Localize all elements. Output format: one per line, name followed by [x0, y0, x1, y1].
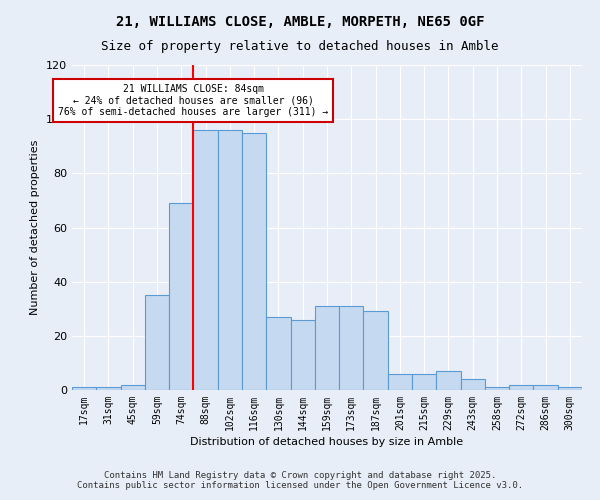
- Bar: [72, 388, 96, 390]
- Bar: [193, 130, 218, 390]
- X-axis label: Distribution of detached houses by size in Amble: Distribution of detached houses by size …: [190, 437, 464, 447]
- Bar: [121, 384, 145, 390]
- Bar: [339, 306, 364, 390]
- Bar: [485, 388, 509, 390]
- Text: 21 WILLIAMS CLOSE: 84sqm
← 24% of detached houses are smaller (96)
76% of semi-d: 21 WILLIAMS CLOSE: 84sqm ← 24% of detach…: [58, 84, 329, 117]
- Bar: [364, 312, 388, 390]
- Text: Contains HM Land Registry data © Crown copyright and database right 2025.
Contai: Contains HM Land Registry data © Crown c…: [77, 470, 523, 490]
- Text: 21, WILLIAMS CLOSE, AMBLE, MORPETH, NE65 0GF: 21, WILLIAMS CLOSE, AMBLE, MORPETH, NE65…: [116, 15, 484, 29]
- Y-axis label: Number of detached properties: Number of detached properties: [31, 140, 40, 315]
- Bar: [169, 203, 193, 390]
- Bar: [436, 371, 461, 390]
- Bar: [558, 388, 582, 390]
- Bar: [509, 384, 533, 390]
- Bar: [461, 379, 485, 390]
- Bar: [388, 374, 412, 390]
- Bar: [266, 317, 290, 390]
- Bar: [290, 320, 315, 390]
- Bar: [145, 295, 169, 390]
- Bar: [315, 306, 339, 390]
- Text: Size of property relative to detached houses in Amble: Size of property relative to detached ho…: [101, 40, 499, 53]
- Bar: [242, 132, 266, 390]
- Bar: [96, 388, 121, 390]
- Bar: [218, 130, 242, 390]
- Bar: [533, 384, 558, 390]
- Bar: [412, 374, 436, 390]
